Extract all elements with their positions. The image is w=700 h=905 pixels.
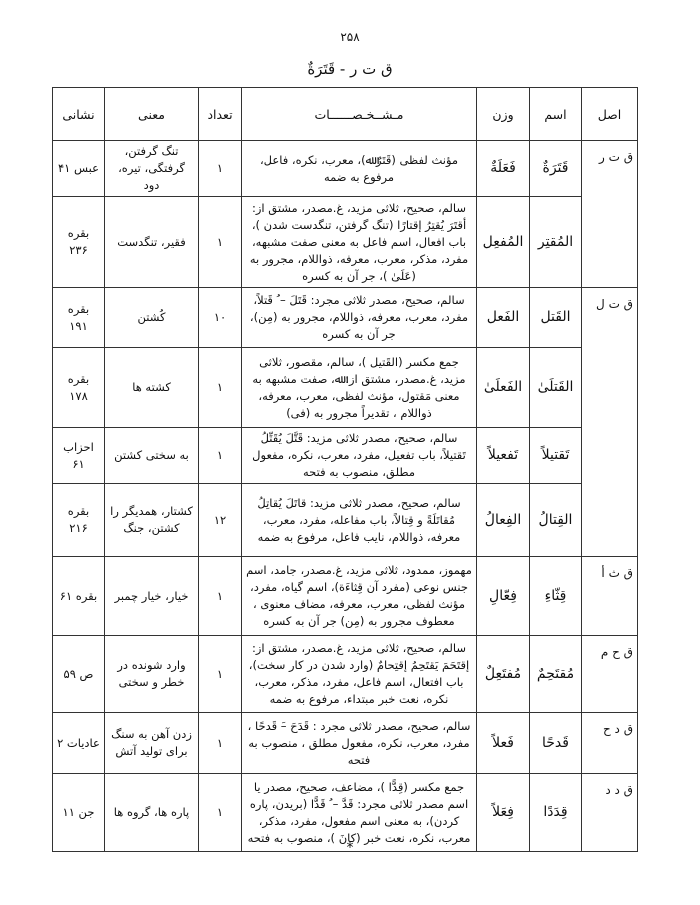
noun-cell: القَتل: [529, 287, 582, 348]
count-cell: ۱: [198, 712, 242, 774]
table-row: ق ح م مُقتَحِمٌ مُفتَعِلٌ سالم، صحیح، ثلاثی…: [52, 635, 638, 713]
count-cell: ۱۰: [198, 287, 242, 348]
features-cell: جمع مکسر (القَتیل )، سالم، مقصور، ثلاثی …: [241, 347, 477, 428]
meaning-cell: کشته ها: [104, 347, 199, 428]
reference-cell: بقره ۲۱۶: [52, 483, 105, 557]
pattern-cell: الفَعل: [476, 287, 530, 348]
table-row: ق د ح قَدحًا فَعلاً سالم، صحیح، مصدر ثلاثی …: [52, 712, 638, 774]
root-cell: ق د ح: [581, 712, 638, 774]
table-row: المُقتِر المُفعِل سالم، صحیح، ثلاثی مزید، …: [52, 196, 638, 288]
count-cell: ۱: [198, 140, 242, 197]
pattern-cell: الفِعالُ: [476, 483, 530, 557]
footer-mark: *: [346, 840, 354, 856]
meaning-cell: خیار، خیار چمبر: [104, 556, 199, 636]
meaning-cell: به سختی کشتن: [104, 427, 199, 484]
count-cell: ۱: [198, 427, 242, 484]
features-cell: سالم، صحیح، مصدر ثلاثی مزید: قَتَّلَ یُق…: [241, 427, 477, 484]
pattern-cell: الفَعلَیٰ: [476, 347, 530, 428]
noun-cell: قَدحًا: [529, 712, 582, 774]
reference-cell: احزاب ۶۱: [52, 427, 105, 484]
pattern-cell: فَعَلَةٌ: [476, 140, 530, 197]
header-root: اصل: [581, 87, 638, 141]
reference-cell: عادیات ۲: [52, 712, 105, 774]
table-row: ق ت ل القَتل الفَعل سالم، صحیح، مصدر ثلاثی …: [52, 287, 638, 557]
header-meaning: معنی: [104, 87, 199, 141]
reference-cell: بقره ۲۳۶: [52, 196, 105, 288]
header-pattern: وزن: [476, 87, 530, 141]
features-cell: مهموز، ممدود، ثلاثی مزید، غ.مصدر، جامد، …: [241, 556, 477, 636]
meaning-cell: پاره ها، گروه ها: [104, 773, 199, 852]
page-title: ق ت ر - قَتَرَةٌ: [307, 60, 393, 78]
noun-cell: قِدَدًا: [529, 773, 582, 852]
header-features: مـشــخـصــــــات: [241, 87, 477, 141]
count-cell: ۱۲: [198, 483, 242, 557]
meaning-cell: تنگ گرفتن، گرفتگی، تیره، دود: [104, 140, 199, 197]
page-number: ۲۵۸: [340, 30, 360, 44]
count-cell: ۱: [198, 556, 242, 636]
count-cell: ۱: [198, 773, 242, 852]
reference-cell: ص ۵۹: [52, 635, 105, 713]
header-count: تعداد: [198, 87, 242, 141]
table-row: تَقتیلاً تَفعیلاً سالم، صحیح، مصدر ثلاثی م…: [52, 427, 638, 484]
reference-cell: بقره ۶۱: [52, 556, 105, 636]
noun-cell: القَتلَیٰ: [529, 347, 582, 428]
features-cell: سالم، صحیح، مصدر ثلاثی مجرد: قَتَلَ – ُ …: [241, 287, 477, 348]
features-cell: جمع مکسر (قِدًّا )، مضاعف، صحیح، مصدر یا…: [241, 773, 477, 852]
pattern-cell: فِعَلاً: [476, 773, 530, 852]
count-cell: ۱: [198, 196, 242, 288]
table-row: ق ث أ قِثّاءِ فِعّالِ مهموز، ممدود، ثلاثی م…: [52, 556, 638, 636]
features-cell: سالم، صحیح، ثلاثی مزید، غ.مصدر، مشتق از:…: [241, 196, 477, 288]
features-cell: سالم، صحیح، مصدر ثلاثی مجرد : قَدَحَ –َ …: [241, 712, 477, 774]
header-noun: اسم: [529, 87, 582, 141]
count-cell: ۱: [198, 635, 242, 713]
header-row: اصل اسم وزن مـشــخـصــــــات تعداد معنی …: [52, 87, 638, 141]
features-cell: سالم، صحیح، مصدر ثلاثی مزید: قاتَلَ یُقا…: [241, 483, 477, 557]
noun-cell: قِثّاءِ: [529, 556, 582, 636]
word-table: اصل اسم وزن مـشــخـصــــــات تعداد معنی …: [52, 87, 638, 852]
table-row: القَتلَیٰ الفَعلَیٰ جمع مکسر (القَتیل )، س…: [52, 347, 638, 428]
pattern-cell: مُفتَعِلٌ: [476, 635, 530, 713]
features-cell: سالم، صحیح، ثلاثی مزید، غ.مصدر، مشتق از:…: [241, 635, 477, 713]
features-cell: مؤنث لفظی (قَتَرٌ ﷲ)، معرب، نکره، فاعل، …: [241, 140, 477, 197]
meaning-cell: وارد شونده در خطر و سختی: [104, 635, 199, 713]
noun-cell: القِتالُ: [529, 483, 582, 557]
reference-cell: عبس ۴۱: [52, 140, 105, 197]
noun-cell: تَقتیلاً: [529, 427, 582, 484]
noun-cell: قَتَرَةٌ: [529, 140, 582, 197]
pattern-cell: فَعلاً: [476, 712, 530, 774]
reference-cell: بقره ۱۹۱: [52, 287, 105, 348]
root-cell: ق ت ل: [581, 287, 638, 557]
root-cell: ق ث أ: [581, 556, 638, 636]
reference-cell: بقره ۱۷۸: [52, 347, 105, 428]
meaning-cell: کُشتن: [104, 287, 199, 348]
root-cell: ق ح م: [581, 635, 638, 713]
pattern-cell: المُفعِل: [476, 196, 530, 288]
pattern-cell: تَفعیلاً: [476, 427, 530, 484]
noun-cell: مُقتَحِمٌ: [529, 635, 582, 713]
count-cell: ۱: [198, 347, 242, 428]
header-reference: نشانی: [52, 87, 105, 141]
table-row: ق ت ر قَتَرَةٌ فَعَلَةٌ مؤنث لفظی (قَتَرٌ ﷲ…: [52, 140, 638, 288]
root-cell: ق ت ر: [581, 140, 638, 288]
pattern-cell: فِعّالِ: [476, 556, 530, 636]
meaning-cell: فقیر، تنگدست: [104, 196, 199, 288]
table-row: القِتالُ الفِعالُ سالم، صحیح، مصدر ثلاثی م…: [52, 483, 638, 557]
noun-cell: المُقتِر: [529, 196, 582, 288]
meaning-cell: زدن آهن به سنگ برای تولید آتش: [104, 712, 199, 774]
meaning-cell: کشتار، همدیگر را کشتن، جنگ: [104, 483, 199, 557]
root-cell: ق د د: [581, 773, 638, 852]
reference-cell: جن ۱۱: [52, 773, 105, 852]
table-row: ق د د قِدَدًا فِعَلاً جمع مکسر (قِدًّا )، م…: [52, 773, 638, 852]
